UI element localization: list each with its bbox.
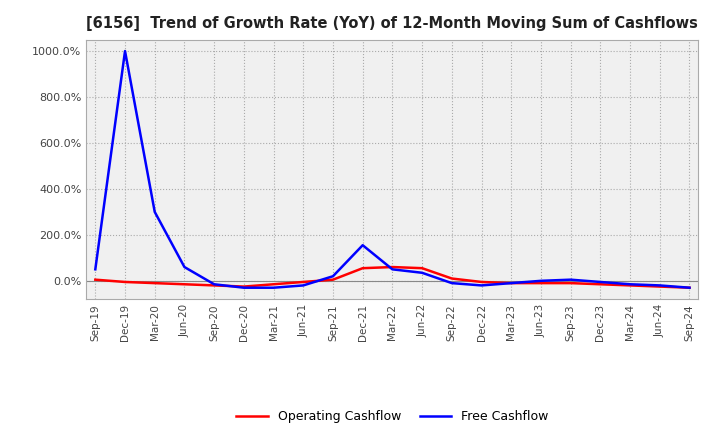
Free Cashflow: [685, 285, 694, 290]
Free Cashflow: [536, 278, 545, 283]
Title: [6156]  Trend of Growth Rate (YoY) of 12-Month Moving Sum of Cashflows: [6156] Trend of Growth Rate (YoY) of 12-…: [86, 16, 698, 32]
Operating Cashflow: [685, 285, 694, 290]
Operating Cashflow: [150, 280, 159, 286]
Operating Cashflow: [359, 266, 367, 271]
Free Cashflow: [655, 283, 664, 288]
Free Cashflow: [328, 274, 337, 279]
Free Cashflow: [240, 285, 248, 290]
Operating Cashflow: [596, 282, 605, 287]
Free Cashflow: [567, 277, 575, 282]
Operating Cashflow: [210, 283, 218, 288]
Operating Cashflow: [269, 282, 278, 287]
Operating Cashflow: [240, 284, 248, 289]
Free Cashflow: [210, 282, 218, 287]
Free Cashflow: [388, 267, 397, 272]
Free Cashflow: [150, 209, 159, 215]
Operating Cashflow: [388, 264, 397, 270]
Operating Cashflow: [121, 279, 130, 285]
Free Cashflow: [448, 280, 456, 286]
Free Cashflow: [418, 270, 426, 275]
Free Cashflow: [269, 285, 278, 290]
Operating Cashflow: [91, 277, 99, 282]
Operating Cashflow: [328, 277, 337, 282]
Operating Cashflow: [448, 276, 456, 281]
Line: Free Cashflow: Free Cashflow: [95, 51, 690, 288]
Operating Cashflow: [299, 279, 307, 285]
Operating Cashflow: [418, 266, 426, 271]
Free Cashflow: [299, 283, 307, 288]
Operating Cashflow: [626, 283, 634, 288]
Free Cashflow: [180, 264, 189, 270]
Operating Cashflow: [655, 284, 664, 289]
Operating Cashflow: [536, 280, 545, 286]
Free Cashflow: [626, 282, 634, 287]
Free Cashflow: [359, 242, 367, 248]
Operating Cashflow: [180, 282, 189, 287]
Operating Cashflow: [507, 280, 516, 286]
Free Cashflow: [121, 48, 130, 54]
Line: Operating Cashflow: Operating Cashflow: [95, 267, 690, 288]
Operating Cashflow: [477, 279, 486, 285]
Free Cashflow: [507, 280, 516, 286]
Free Cashflow: [91, 267, 99, 272]
Free Cashflow: [477, 283, 486, 288]
Legend: Operating Cashflow, Free Cashflow: Operating Cashflow, Free Cashflow: [231, 405, 554, 428]
Operating Cashflow: [567, 280, 575, 286]
Free Cashflow: [596, 279, 605, 285]
